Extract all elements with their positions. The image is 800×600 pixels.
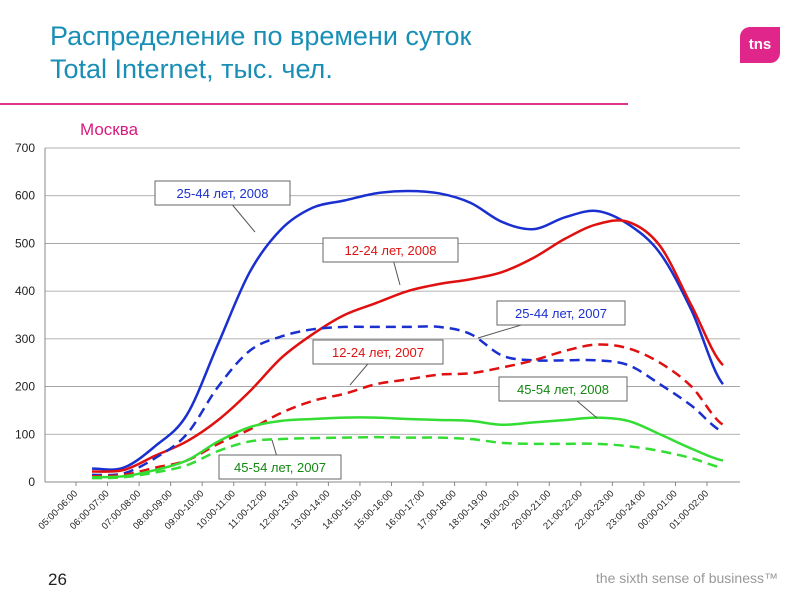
callout-box [218, 454, 342, 480]
series-label: 45-54 лет, 2007 [234, 460, 326, 475]
callout-box [496, 300, 626, 326]
series-line-5 [91, 435, 724, 480]
tns-logo: tns [740, 27, 780, 63]
chart-title: Москва [80, 120, 139, 139]
title-divider [0, 103, 628, 105]
y-tick-label: 400 [15, 284, 35, 298]
series-line-0 [91, 189, 724, 471]
y-tick-label: 300 [15, 332, 35, 346]
y-tick-label: 100 [15, 427, 35, 441]
series-line-3 [91, 343, 724, 478]
callout-box [312, 339, 444, 365]
tagline: the sixth sense of business™ [595, 570, 778, 586]
y-tick-label: 500 [15, 236, 35, 250]
series-label: 25-44 лет, 2007 [515, 306, 607, 321]
callout-box [322, 237, 459, 263]
slide-title: Распределение по времени суток Total Int… [50, 20, 471, 86]
series-label: 45-54 лет, 2008 [517, 382, 609, 397]
series-label: 12-24 лет, 2008 [345, 243, 437, 258]
callout-box [498, 376, 628, 402]
series-line-1 [91, 219, 724, 473]
y-tick-label: 700 [15, 141, 35, 155]
series-label: 25-44 лет, 2008 [177, 186, 269, 201]
series-line-2 [91, 325, 724, 477]
series-label: 12-24 лет, 2007 [332, 345, 424, 360]
callout-box [154, 180, 291, 206]
y-tick-label: 200 [15, 380, 35, 394]
title-line-1: Распределение по времени суток [50, 21, 472, 51]
y-tick-label: 0 [28, 475, 35, 489]
title-line-2: Total Internet, тыс. чел. [50, 54, 333, 84]
y-tick-label: 600 [15, 189, 35, 203]
series-line-4 [91, 416, 724, 479]
page-number: 26 [48, 570, 67, 589]
